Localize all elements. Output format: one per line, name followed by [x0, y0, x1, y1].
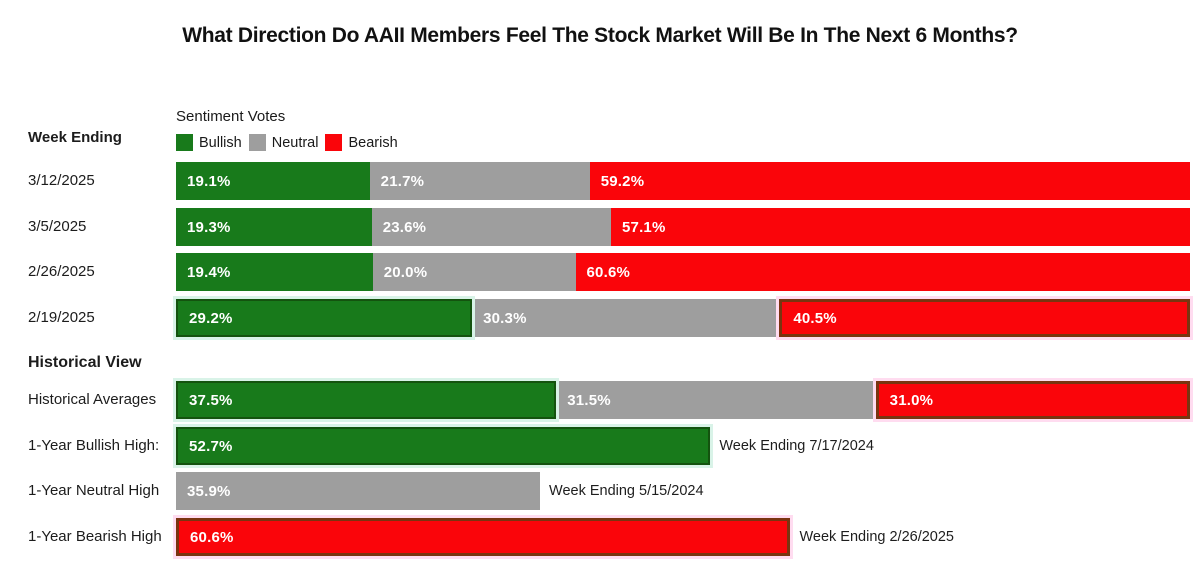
segment-value-label: 30.3% — [483, 309, 527, 327]
legend: Bullish Neutral Bearish — [176, 134, 398, 151]
annotation: Week Ending 7/17/2024 — [719, 438, 874, 454]
legend-item-label: Bearish — [348, 134, 398, 151]
bar-group: 29.2% 30.3% 40.5% — [176, 299, 1190, 337]
weekly-row: 2/19/2025 29.2% 30.3% 40.5% — [0, 299, 1200, 337]
bar-group: 19.4% 20.0% 60.6% — [176, 253, 1190, 291]
bar-group: 19.3% 23.6% 57.1% — [176, 208, 1190, 246]
row-label: 1-Year Bearish High — [28, 528, 162, 545]
bar-segment-bullish: 52.7% — [176, 427, 711, 465]
legend-swatch-bearish — [325, 134, 343, 151]
legend-swatch-neutral — [248, 134, 266, 151]
legend-swatch-bullish — [176, 134, 193, 151]
segment-value-label: 21.7% — [380, 172, 425, 190]
legend-item-bullish: Bullish — [176, 134, 242, 151]
bar-segment-neutral: 30.3% — [472, 299, 780, 337]
bar-group: 60.6% Week Ending 2/26/2025 — [176, 518, 1190, 556]
annotation: Week Ending 2/26/2025 — [799, 529, 954, 545]
row-label: 2/26/2025 — [28, 263, 95, 280]
segment-value-label: 57.1% — [621, 218, 666, 236]
segment-value-label: 19.4% — [187, 263, 231, 281]
segment-value-label: 29.2% — [189, 309, 233, 327]
legend-item-bearish: Bearish — [325, 134, 398, 151]
segment-value-label: 19.1% — [187, 172, 231, 190]
row-label: 3/5/2025 — [28, 218, 87, 235]
bar-segment-bearish: 59.2% — [589, 162, 1190, 200]
bar-segment-bearish: 60.6% — [575, 253, 1190, 291]
segment-value-label: 31.5% — [567, 391, 611, 409]
chart-title: What Direction Do AAII Members Feel The … — [182, 24, 1018, 47]
bar-segment-neutral: 23.6% — [371, 208, 611, 246]
annotation: Week Ending 5/15/2024 — [549, 483, 704, 499]
segment-value-label: 35.9% — [187, 482, 231, 500]
bar-group: 52.7% Week Ending 7/17/2024 — [176, 427, 1190, 465]
bar-segment-bearish: 60.6% — [176, 518, 791, 556]
historical-view-header: Historical View — [28, 354, 142, 371]
bar-segment-neutral: 20.0% — [372, 253, 576, 291]
legend-item-label: Bullish — [199, 134, 242, 151]
row-label: Historical Averages — [28, 391, 157, 408]
segment-value-label: 37.5% — [189, 391, 233, 409]
weekly-row: 2/26/2025 19.4% 20.0% 60.6% — [0, 253, 1200, 291]
segment-value-label: 19.3% — [187, 218, 231, 236]
bar-segment-bullish: 19.4% — [176, 253, 373, 291]
segment-value-label: 23.6% — [382, 218, 427, 236]
bar-group: 37.5% 31.5% 31.0% — [176, 381, 1190, 419]
historical-row: 1-Year Bearish High 60.6% Week Ending 2/26… — [0, 518, 1200, 556]
historical-row: Historical Averages 37.5% 31.5% 31.0% — [0, 381, 1200, 419]
row-label: 2/19/2025 — [28, 309, 95, 326]
legend-title: Sentiment Votes — [176, 108, 286, 125]
segment-value-label: 59.2% — [600, 172, 645, 190]
bar-segment-bullish: 19.1% — [176, 162, 370, 200]
segment-value-label: 52.7% — [189, 437, 233, 455]
bar-segment-bullish: 19.3% — [176, 208, 372, 246]
bar-group: 19.1% 21.7% 59.2% — [176, 162, 1190, 200]
legend-item-neutral: Neutral — [248, 134, 319, 151]
row-label: 1-Year Bullish High: — [28, 437, 160, 454]
historical-row: 1-Year Bullish High: 52.7% Week Ending 7/1… — [0, 427, 1200, 465]
bar-segment-bullish: 29.2% — [176, 299, 473, 337]
segment-value-label: 20.0% — [383, 263, 428, 281]
row-label: 3/12/2025 — [28, 172, 95, 189]
segment-value-label: 31.0% — [889, 391, 934, 409]
bar-segment-neutral: 31.5% — [556, 381, 876, 419]
bar-segment-neutral: 35.9% — [176, 472, 541, 510]
bar-group: 35.9% Week Ending 5/15/2024 — [176, 472, 1190, 510]
bar-segment-bullish: 37.5% — [176, 381, 557, 419]
bar-segment-bearish: 57.1% — [610, 208, 1190, 246]
legend-item-label: Neutral — [271, 134, 319, 151]
segment-value-label: 40.5% — [793, 309, 837, 327]
week-ending-header: Week Ending — [28, 129, 122, 146]
historical-row: 1-Year Neutral High 35.9% Week Ending 5/15… — [0, 472, 1200, 510]
bar-segment-bearish: 31.0% — [875, 381, 1190, 419]
weekly-row: 3/12/2025 19.1% 21.7% 59.2% — [0, 162, 1200, 200]
segment-value-label: 60.6% — [586, 263, 631, 281]
bar-segment-bearish: 40.5% — [779, 299, 1190, 337]
bar-segment-neutral: 21.7% — [369, 162, 590, 200]
segment-value-label: 60.6% — [190, 528, 234, 546]
weekly-row: 3/5/2025 19.3% 23.6% 57.1% — [0, 208, 1200, 246]
row-label: 1-Year Neutral High — [28, 482, 160, 499]
